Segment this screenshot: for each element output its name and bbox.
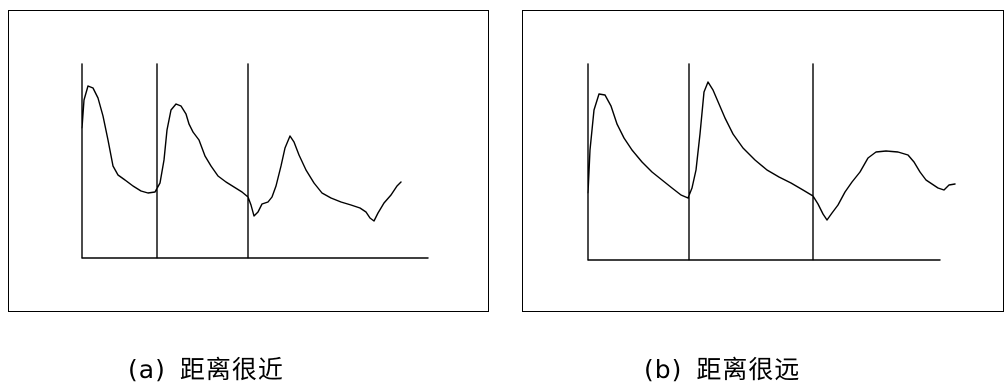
caption-panel-b: (b) 距离很远 [644,350,800,386]
panel-a-plot [81,63,429,259]
panel-a-waveform [81,85,402,222]
caption-a-tag: (a) [128,355,166,384]
caption-b-label: 距离很远 [696,355,801,384]
panel-b-waveform [587,81,956,221]
caption-a-label: 距离很近 [179,355,284,384]
panel-b-frame [522,10,1004,312]
caption-b-tag: (b) [644,355,683,384]
panel-b-plot [587,63,956,261]
caption-panel-a: (a) 距离很近 [128,350,284,386]
